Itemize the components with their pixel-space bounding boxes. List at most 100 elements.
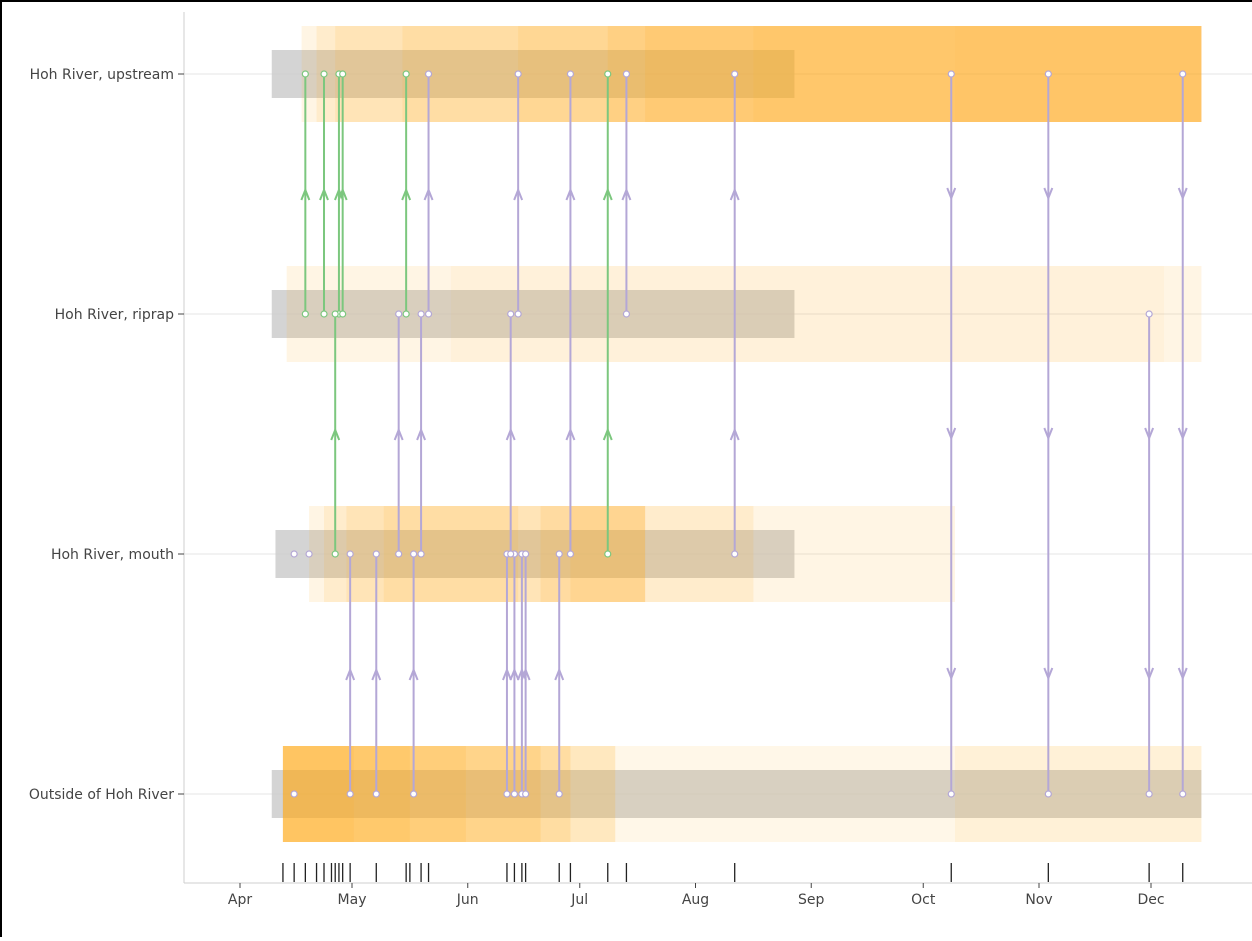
movement-arrow-4-0 bbox=[334, 187, 344, 201]
window-bar-1 bbox=[271, 290, 795, 338]
movement-start-point-26 bbox=[1044, 70, 1052, 78]
movement-start-point-0 bbox=[290, 790, 298, 798]
movement-arrow-8-1 bbox=[602, 427, 613, 441]
movement-end-point-18 bbox=[522, 550, 530, 558]
movement-arrow-14-0 bbox=[423, 187, 434, 201]
movement-start-point-16 bbox=[510, 790, 519, 798]
movement-arrow-28-2 bbox=[1177, 667, 1188, 681]
x-tick-label-2: Jun bbox=[456, 892, 479, 908]
movement-start-point-27 bbox=[1145, 310, 1153, 318]
movement-start-point-28 bbox=[1179, 70, 1187, 78]
residence-segment-14 bbox=[383, 506, 519, 602]
residence-segment-8 bbox=[954, 26, 1202, 122]
movement-arrow-25-0 bbox=[946, 187, 957, 201]
movement-arrow-25-1 bbox=[946, 427, 957, 441]
movement-arrow-9-2 bbox=[345, 667, 356, 681]
movement-start-point-18 bbox=[522, 790, 530, 798]
movement-arrow-21-0 bbox=[513, 187, 524, 201]
movement-start-point-9 bbox=[346, 790, 354, 798]
movement-end-point-28 bbox=[1179, 790, 1187, 798]
movement-end-point-23 bbox=[622, 70, 631, 78]
residence-segment-24 bbox=[954, 746, 1202, 842]
movement-start-point-15 bbox=[503, 790, 511, 798]
movement-start-point-25 bbox=[947, 70, 955, 78]
residence-segment-3 bbox=[402, 26, 1202, 122]
movement-start-point-24 bbox=[731, 550, 739, 558]
movement-end-point-24 bbox=[731, 70, 739, 78]
movement-end-point-6 bbox=[331, 310, 339, 318]
y-tick-label-2: Hoh River, mouth bbox=[51, 547, 174, 563]
movement-arrow-26-1 bbox=[1043, 427, 1054, 441]
movement-arrow-18-2 bbox=[520, 667, 531, 681]
movement-end-point-10 bbox=[372, 550, 380, 558]
movement-start-point-22 bbox=[566, 550, 575, 558]
movement-start-point-7 bbox=[402, 310, 410, 318]
movement-arrow-22-0 bbox=[565, 187, 576, 201]
residence-segment-4 bbox=[518, 26, 1202, 122]
movement-arrow-24-1 bbox=[729, 427, 740, 441]
movement-end-point-3 bbox=[320, 70, 328, 78]
movement-start-point-23 bbox=[622, 310, 631, 318]
y-tick-label-1: Hoh River, riprap bbox=[55, 307, 174, 323]
movement-end-point-22 bbox=[566, 70, 575, 78]
movement-end-point-5 bbox=[339, 70, 347, 78]
movement-arrow-5-0 bbox=[337, 187, 348, 201]
y-tick-label-0: Hoh River, upstream bbox=[30, 67, 174, 83]
movement-start-point-10 bbox=[372, 790, 380, 798]
x-tick-label-6: Oct bbox=[911, 892, 936, 908]
x-tick-label-1: May bbox=[338, 892, 367, 908]
movement-arrow-28-1 bbox=[1177, 427, 1188, 441]
x-tick-label-7: Nov bbox=[1025, 892, 1052, 908]
movement-arrow-15-2 bbox=[502, 667, 512, 681]
movement-end-point-0 bbox=[290, 550, 298, 558]
movement-arrow-17-2 bbox=[516, 667, 527, 681]
movement-end-point-7 bbox=[402, 70, 410, 78]
residence-segment-1 bbox=[316, 26, 1202, 122]
movement-start-point-2 bbox=[305, 550, 313, 558]
residence-segment-5 bbox=[607, 26, 1202, 122]
movement-end-point-12 bbox=[395, 310, 403, 318]
movement-arrow-13-1 bbox=[416, 427, 427, 441]
movement-arrow-26-2 bbox=[1043, 667, 1054, 681]
movement-end-point-26 bbox=[1044, 790, 1052, 798]
movement-start-point-3 bbox=[320, 310, 328, 318]
movement-start-point-14 bbox=[424, 310, 433, 318]
movement-start-point-5 bbox=[339, 310, 347, 318]
movement-end-point-9 bbox=[346, 550, 354, 558]
movement-arrow-27-1 bbox=[1144, 427, 1155, 441]
movement-arrow-26-0 bbox=[1043, 187, 1054, 201]
movement-start-point-11 bbox=[410, 790, 418, 798]
movement-end-point-19 bbox=[555, 550, 563, 558]
window-bar-2 bbox=[275, 530, 795, 578]
movement-end-point-13 bbox=[417, 310, 425, 318]
residence-segment-22 bbox=[282, 746, 410, 842]
residence-segment-10 bbox=[450, 266, 1165, 362]
movement-start-point-13 bbox=[417, 550, 425, 558]
movement-start-point-12 bbox=[395, 550, 403, 558]
movement-arrow-22-1 bbox=[565, 427, 576, 441]
movement-start-point-19 bbox=[555, 790, 563, 798]
movement-end-point-20 bbox=[507, 310, 515, 318]
movement-arrow-24-0 bbox=[729, 187, 740, 201]
movement-arrow-7-0 bbox=[401, 187, 412, 201]
movement-start-point-21 bbox=[514, 310, 522, 318]
movement-end-point-21 bbox=[514, 70, 522, 78]
movement-arrow-1-0 bbox=[300, 187, 311, 201]
residence-segment-7 bbox=[753, 26, 1202, 122]
movement-arrow-16-2 bbox=[509, 667, 520, 681]
movement-start-point-1 bbox=[301, 310, 309, 318]
movement-arrow-25-2 bbox=[946, 667, 957, 681]
x-tick-label-3: Jul bbox=[570, 892, 588, 908]
window-bar-0 bbox=[271, 50, 795, 98]
movement-end-point-8 bbox=[604, 70, 612, 78]
x-tick-label-4: Aug bbox=[682, 892, 709, 908]
movement-start-point-20 bbox=[507, 550, 515, 558]
movement-arrow-3-0 bbox=[319, 187, 329, 201]
y-tick-label-3: Outside of Hoh River bbox=[29, 787, 174, 803]
movement-start-point-8 bbox=[604, 550, 612, 558]
movement-arrow-12-1 bbox=[393, 427, 404, 441]
movement-end-point-25 bbox=[947, 790, 955, 798]
movement-start-point-6 bbox=[331, 550, 339, 558]
